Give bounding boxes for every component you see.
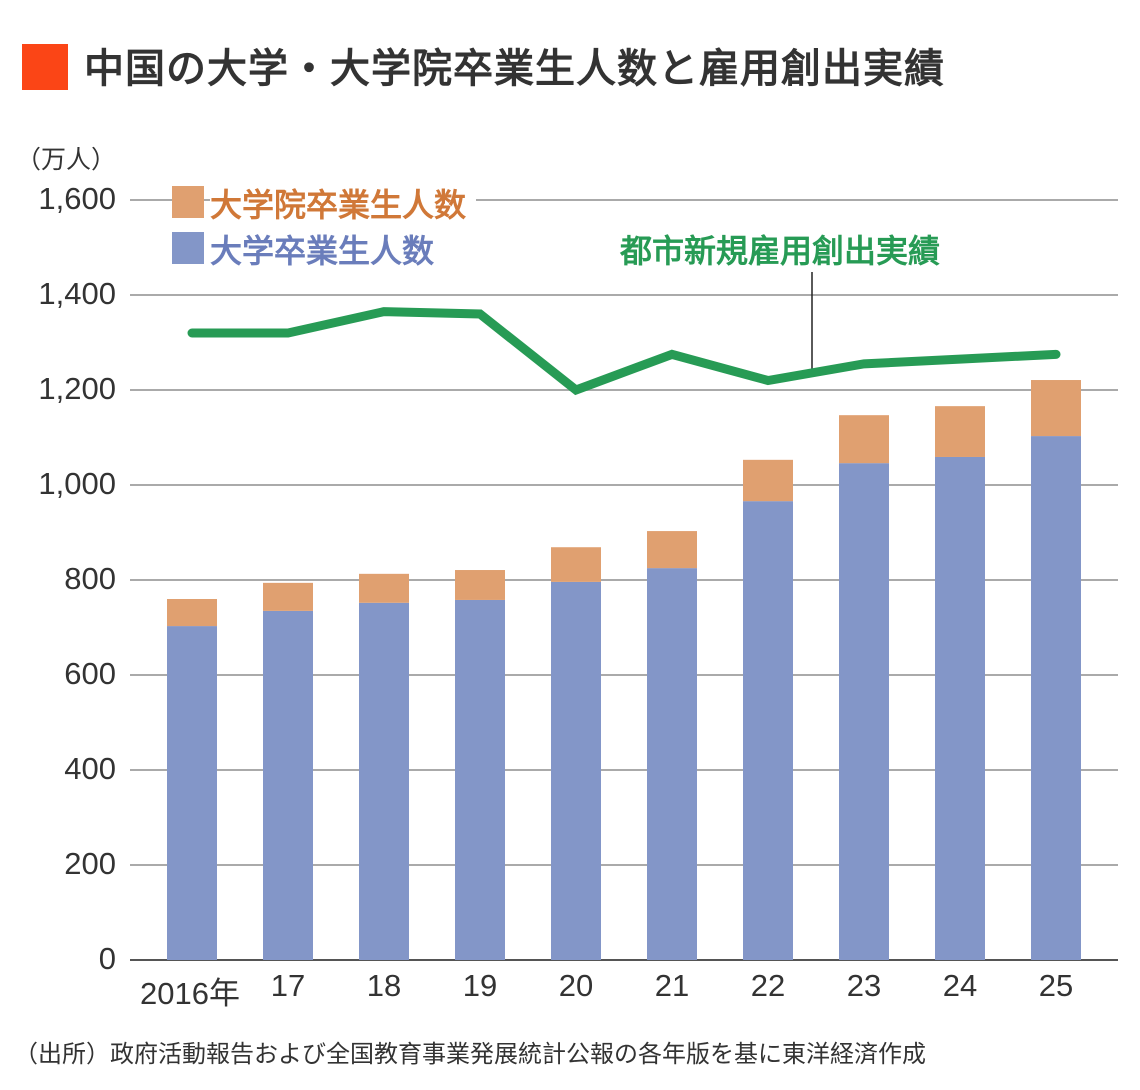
- x-tick-label: 2016年: [140, 976, 240, 1011]
- bar-undergrad: [455, 599, 505, 960]
- bar-undergrad: [743, 501, 793, 960]
- legend-undergrad: 大学卒業生人数: [210, 226, 445, 272]
- bar-graduate: [359, 573, 409, 603]
- bar-graduate: [263, 582, 313, 611]
- x-tick-label: 18: [366, 968, 402, 1003]
- y-tick-label: 400: [64, 751, 116, 786]
- bar-graduate: [551, 547, 601, 582]
- bar-graduate: [167, 599, 217, 627]
- bar-undergrad: [359, 602, 409, 960]
- y-tick-label: 0: [98, 941, 116, 976]
- bar-graduate: [743, 459, 793, 502]
- line-series-new-jobs: [187, 307, 1061, 396]
- x-tick-label: 22: [750, 968, 786, 1003]
- y-tick-label: 1,600: [38, 181, 116, 216]
- bar-undergrad: [167, 626, 217, 960]
- y-tick-label: 200: [64, 846, 116, 881]
- bar-undergrad: [935, 456, 985, 960]
- x-tick-label: 25: [1038, 968, 1074, 1003]
- bar-undergrad: [263, 610, 313, 960]
- x-tick-label: 23: [846, 968, 882, 1003]
- legend-swatch-graduate: [172, 186, 204, 218]
- bar-graduate: [455, 570, 505, 600]
- y-axis-unit: （万人）: [16, 145, 117, 174]
- y-tick-label: 800: [64, 561, 116, 596]
- chart-title: 中国の大学・大学院卒業生人数と雇用創出実績: [84, 46, 945, 92]
- x-tick-label: 24: [942, 968, 978, 1003]
- source-note: （出所）政府活動報告および全国教育事業発展統計公報の各年版を基に東洋経済作成: [14, 1040, 926, 1068]
- bar-undergrad: [839, 463, 889, 960]
- bar-graduate: [935, 406, 985, 457]
- y-tick-label: 1,200: [38, 371, 116, 406]
- bar-graduate: [1031, 380, 1081, 437]
- x-tick-label: 20: [558, 968, 594, 1003]
- bar-undergrad: [551, 581, 601, 960]
- x-tick-label: 21: [654, 968, 690, 1003]
- y-tick-label: 600: [64, 656, 116, 691]
- bar-graduate: [839, 415, 889, 464]
- y-tick-label: 1,000: [38, 466, 116, 501]
- y-tick-label: 1,400: [38, 276, 116, 311]
- x-tick-label: 19: [462, 968, 498, 1003]
- bar-undergrad: [647, 568, 697, 960]
- title-marker: [22, 44, 68, 90]
- bar-graduate: [647, 531, 697, 569]
- x-tick-label: 17: [270, 968, 306, 1003]
- legend-graduate: 大学院卒業生人数: [210, 180, 477, 226]
- line-annotation-label: 都市新規雇用創出実績: [620, 226, 941, 272]
- bar-undergrad: [1031, 436, 1081, 960]
- legend-swatch-undergrad: [172, 232, 204, 264]
